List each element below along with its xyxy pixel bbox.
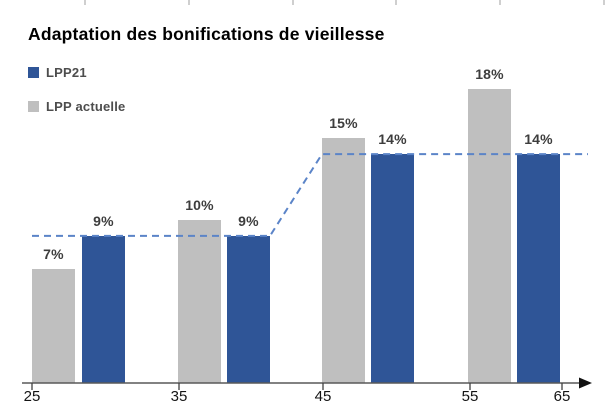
data-label-lpp21-45-55: 14%	[378, 131, 407, 148]
bar-lpp21-45-55	[371, 154, 414, 383]
chart-legend: LPP21 LPP actuelle	[28, 65, 125, 133]
data-label-lpp21-35-45: 9%	[238, 212, 259, 229]
legend-swatch-lpp-actuelle-icon	[28, 101, 39, 112]
x-axis-label-45: 45	[314, 388, 332, 405]
bar-lpp-actuelle-35-45	[178, 219, 221, 383]
data-label-lpp-actuelle-45-55: 15%	[329, 114, 358, 131]
ruler-tick	[292, 0, 294, 5]
bar-lpp-actuelle-25-35	[32, 268, 75, 383]
ruler-tick	[499, 0, 501, 5]
x-axis-label-55: 55	[461, 388, 479, 405]
ruler-tick	[84, 0, 86, 5]
legend-label-lpp21: LPP21	[46, 65, 87, 80]
bar-lpp-actuelle-55-65	[468, 88, 511, 383]
bar-lpp21-25-35	[82, 235, 125, 383]
data-label-lpp-actuelle-25-35: 7%	[43, 245, 64, 262]
data-label-lpp-actuelle-55-65: 18%	[475, 65, 504, 82]
chart-title: Adaptation des bonifications de vieilles…	[28, 24, 385, 44]
ruler-tick	[603, 0, 605, 5]
data-label-lpp21-55-65: 14%	[524, 131, 553, 148]
legend-item-lpp21: LPP21	[28, 65, 125, 80]
x-axis-label-35: 35	[170, 388, 188, 405]
ruler-tick	[188, 0, 190, 5]
x-axis-label-25: 25	[23, 388, 41, 405]
bar-lpp-actuelle-45-55	[322, 137, 365, 383]
legend-item-lpp-actuelle: LPP actuelle	[28, 99, 125, 114]
x-axis-arrow-icon	[579, 377, 592, 389]
legend-swatch-lpp21-icon	[28, 67, 39, 78]
data-label-lpp21-25-35: 9%	[93, 212, 114, 229]
x-axis-label-65: 65	[553, 388, 571, 405]
ruler-tick	[395, 0, 397, 5]
data-label-lpp-actuelle-35-45: 10%	[185, 196, 214, 213]
legend-label-lpp-actuelle: LPP actuelle	[46, 99, 126, 114]
bar-lpp21-55-65	[517, 154, 560, 383]
bar-lpp21-35-45	[227, 235, 270, 383]
